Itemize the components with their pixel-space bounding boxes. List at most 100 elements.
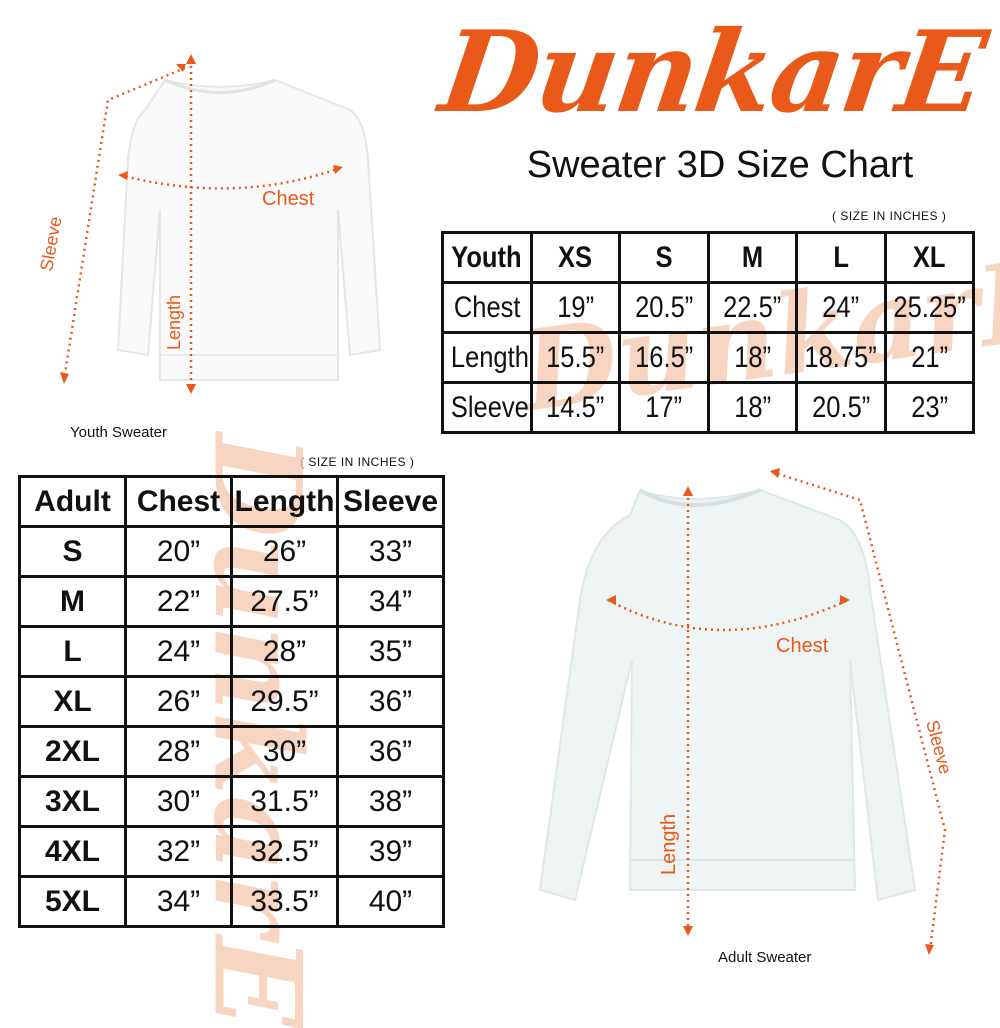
value-cell: 21” — [883, 331, 975, 384]
value-cell: 28” — [230, 625, 339, 678]
value-cell: 27.5” — [230, 575, 339, 628]
cell-text: 33.5” — [250, 884, 319, 918]
value-cell: 32.5” — [230, 825, 339, 878]
value-cell: 18” — [706, 381, 798, 434]
cell-text: 28” — [262, 634, 307, 668]
cell-text: 20.5” — [811, 390, 870, 424]
header-cell: XL — [883, 231, 975, 284]
value-cell: 33.5” — [230, 875, 339, 928]
cell-text: 3XL — [44, 784, 101, 818]
cell-text: Length — [234, 484, 335, 518]
cell-text: 5XL — [44, 884, 101, 918]
value-cell: 18” — [706, 331, 798, 384]
row-label-cell: XL — [18, 675, 127, 728]
cell-text: 25.25” — [893, 290, 966, 324]
value-cell: 34” — [124, 875, 233, 928]
header-cell: Youth — [441, 231, 533, 284]
cell-text: 26” — [156, 684, 201, 718]
value-cell: 29.5” — [230, 675, 339, 728]
header-cell: Chest — [124, 475, 233, 528]
cell-text: L — [832, 240, 849, 274]
cell-text: 20.5” — [634, 290, 693, 324]
cell-text: 36” — [368, 684, 413, 718]
cell-text: S — [655, 240, 673, 274]
cell-text: 32.5” — [250, 834, 319, 868]
value-cell: 24” — [124, 625, 233, 678]
value-cell: 20.5” — [618, 281, 710, 334]
adult-table-row: 5XL 34” 33.5” 40” — [18, 875, 445, 928]
cell-text: Chest — [453, 290, 521, 324]
cell-text: 40” — [368, 884, 413, 918]
youth-chest-label: Chest — [262, 188, 315, 210]
value-cell: 36” — [336, 675, 445, 728]
cell-text: XS — [558, 240, 593, 274]
header-cell: L — [795, 231, 887, 284]
value-cell: 33” — [336, 525, 445, 578]
value-cell: 36” — [336, 725, 445, 778]
cell-text: Chest — [136, 484, 221, 518]
cell-text: L — [63, 634, 82, 668]
value-cell: 20.5” — [795, 381, 887, 434]
row-label-cell: 5XL — [18, 875, 127, 928]
header-cell: M — [706, 231, 798, 284]
cell-text: 23” — [910, 390, 948, 424]
adult-table-row: 2XL 28” 30” 36” — [18, 725, 445, 778]
youth-header-row: Youth XS S M L XL — [441, 231, 975, 284]
value-cell: 18.75” — [795, 331, 887, 384]
cell-text: 39” — [368, 834, 413, 868]
header-cell: Adult — [18, 475, 127, 528]
cell-text: 27.5” — [250, 584, 319, 618]
cell-text: 18.75” — [804, 340, 877, 374]
adult-sleeve-measure — [771, 470, 947, 951]
cell-text: 4XL — [44, 834, 101, 868]
value-cell: 31.5” — [230, 775, 339, 828]
page-title: Sweater 3D Size Chart — [526, 144, 914, 186]
cell-text: S — [62, 534, 83, 568]
adult-sleeve-label: Sleeve — [922, 718, 956, 776]
cell-text: 16.5” — [634, 340, 693, 374]
cell-text: 24” — [822, 290, 860, 324]
value-cell: 25.25” — [883, 281, 975, 334]
value-cell: 19” — [529, 281, 621, 334]
cell-text: 22.5” — [723, 290, 782, 324]
row-label-cell: Sleeve — [441, 381, 533, 434]
youth-sweater-diagram: Chest Length Sleeve — [36, 54, 382, 394]
youth-sweater-shape — [116, 78, 382, 381]
value-cell: 16.5” — [618, 331, 710, 384]
cell-text: Sleeve — [450, 390, 529, 424]
adult-table-row: L 24” 28” 35” — [18, 625, 445, 678]
value-cell: 23” — [883, 381, 975, 434]
cell-text: 18” — [733, 340, 771, 374]
cell-text: XL — [912, 240, 946, 274]
row-label-cell: L — [18, 625, 127, 678]
cell-text: 24” — [156, 634, 201, 668]
value-cell: 24” — [795, 281, 887, 334]
header-cell: XS — [529, 231, 621, 284]
value-cell: 26” — [124, 675, 233, 728]
row-label-cell: S — [18, 525, 127, 578]
value-cell: 28” — [124, 725, 233, 778]
value-cell: 26” — [230, 525, 339, 578]
cell-text: 22” — [156, 584, 201, 618]
value-cell: 30” — [230, 725, 339, 778]
value-cell: 22.5” — [706, 281, 798, 334]
value-cell: 17” — [618, 381, 710, 434]
adult-table-row: 4XL 32” 32.5” 39” — [18, 825, 445, 878]
row-label-cell: 4XL — [18, 825, 127, 878]
adult-table-row: S 20” 26” 33” — [18, 525, 445, 578]
cell-text: 2XL — [44, 734, 101, 768]
cell-text: Adult — [34, 484, 111, 518]
cell-text: 20” — [156, 534, 201, 568]
cell-text: 26” — [262, 534, 307, 568]
adult-table-row: XL 26” 29.5” 36” — [18, 675, 445, 728]
adult-table-row: M 22” 27.5” 34” — [18, 575, 445, 628]
cell-text: 35” — [368, 634, 413, 668]
adult-sweater-shape — [538, 488, 917, 902]
youth-size-table: Youth XS S M L XL Chest 19” 20.5” 22.5” 24” 25.25” L… — [441, 231, 975, 434]
youth-sweater-caption: Youth Sweater — [70, 424, 168, 441]
cell-text: 29.5” — [250, 684, 319, 718]
cell-text: 36” — [368, 734, 413, 768]
cell-text: 33” — [368, 534, 413, 568]
cell-text: 30” — [156, 784, 201, 818]
adult-sweater-caption: Adult Sweater — [718, 949, 812, 966]
